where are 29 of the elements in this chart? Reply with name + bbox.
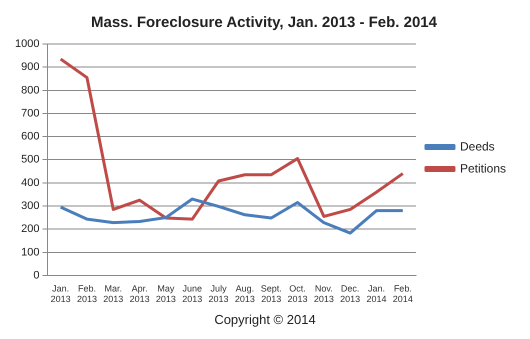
y-tick-label: 0 [33,269,40,282]
x-tick-label: Oct. 2013 [288,283,308,304]
x-tick-label: May 2013 [156,283,176,304]
x-tick-label: Dec. 2013 [340,283,360,304]
x-tick-label: Jan. 2013 [50,283,71,304]
x-tick-label: July 2013 [208,283,229,304]
y-tick-label: 400 [21,176,40,189]
x-tick-label: Mar. 2013 [103,283,124,304]
y-tick-label: 500 [21,154,40,166]
y-tick-label: 200 [21,223,40,236]
x-tick-label: Sept. 2013 [260,283,282,304]
x-tick-label: Feb. 2014 [392,283,413,304]
legend-label: Deeds [460,139,495,154]
x-tick-label: Jan. 2014 [366,283,387,304]
x-tick-label: Apr. 2013 [130,283,150,304]
y-tick-label: 700 [21,107,40,120]
y-tick-label: 100 [21,246,40,258]
x-tick-label: Nov. 2013 [314,283,334,304]
y-tick-label: 300 [21,200,40,212]
chart-title: Mass. Foreclosure Activity, Jan. 2013 - Feb. 2014 [91,14,438,32]
y-tick-label: 600 [21,130,40,143]
legend-label: Petitions [460,161,506,176]
x-tick-label: Aug. 2013 [234,283,255,304]
y-tick-label: 1000 [14,38,40,50]
x-tick-label: Feb. 2013 [76,283,97,304]
text: Copyright © 2014 [213,312,317,327]
y-tick-label: 800 [21,84,40,96]
x-tick-label: June 2013 [182,283,202,304]
y-tick-label: 900 [21,61,40,74]
